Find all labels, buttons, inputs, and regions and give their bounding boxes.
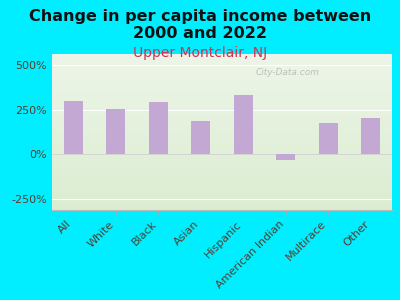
Bar: [361, 118, 380, 154]
Bar: [106, 109, 125, 154]
Bar: [276, 154, 295, 160]
Bar: [149, 101, 168, 154]
Text: Change in per capita income between
2000 and 2022: Change in per capita income between 2000…: [29, 9, 371, 41]
Bar: [234, 95, 253, 154]
Bar: [191, 121, 210, 154]
Bar: [64, 100, 83, 154]
Bar: [319, 123, 338, 154]
Text: Upper Montclair, NJ: Upper Montclair, NJ: [133, 46, 267, 61]
Text: City-Data.com: City-Data.com: [256, 68, 320, 77]
